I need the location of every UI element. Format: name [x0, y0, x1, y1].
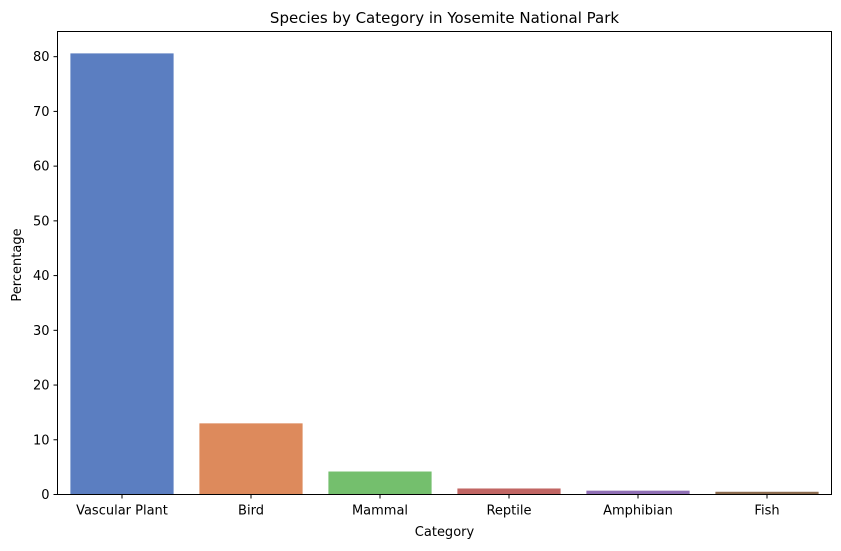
- bar-fish: [715, 491, 819, 495]
- bar-mammal: [328, 471, 432, 495]
- x-tick-label: Mammal: [352, 504, 408, 519]
- y-tick-label: 50: [33, 214, 50, 229]
- y-tick-label: 70: [33, 105, 50, 120]
- y-axis-label: Percentage: [10, 228, 25, 301]
- bar-amphibian: [586, 490, 690, 495]
- x-axis: Vascular Plant Bird Mammal Reptile Amphibian…: [76, 494, 780, 519]
- bar-bird: [199, 423, 303, 495]
- x-tick-label: Reptile: [486, 504, 531, 519]
- chart-title: Species by Category in Yosemite National…: [270, 9, 619, 27]
- x-axis-label: Category: [415, 525, 475, 540]
- y-tick-label: 10: [33, 433, 50, 448]
- y-tick-label: 80: [33, 50, 50, 65]
- x-tick-label: Bird: [238, 504, 264, 519]
- x-tick-label: Vascular Plant: [76, 504, 168, 519]
- y-tick-label: 40: [33, 269, 50, 284]
- y-axis: 0 10 20 30 40 50 60 70 80: [33, 50, 58, 503]
- bar-vascular-plant: [70, 53, 174, 495]
- x-tick-label: Fish: [754, 504, 779, 519]
- bar-reptile: [457, 488, 561, 495]
- y-tick-label: 0: [41, 488, 49, 503]
- bars-group: [70, 53, 819, 495]
- plot-frame: [57, 31, 832, 495]
- y-tick-label: 30: [33, 324, 50, 339]
- y-tick-label: 20: [33, 379, 50, 394]
- y-tick-label: 60: [33, 160, 50, 175]
- x-tick-label: Amphibian: [603, 504, 673, 519]
